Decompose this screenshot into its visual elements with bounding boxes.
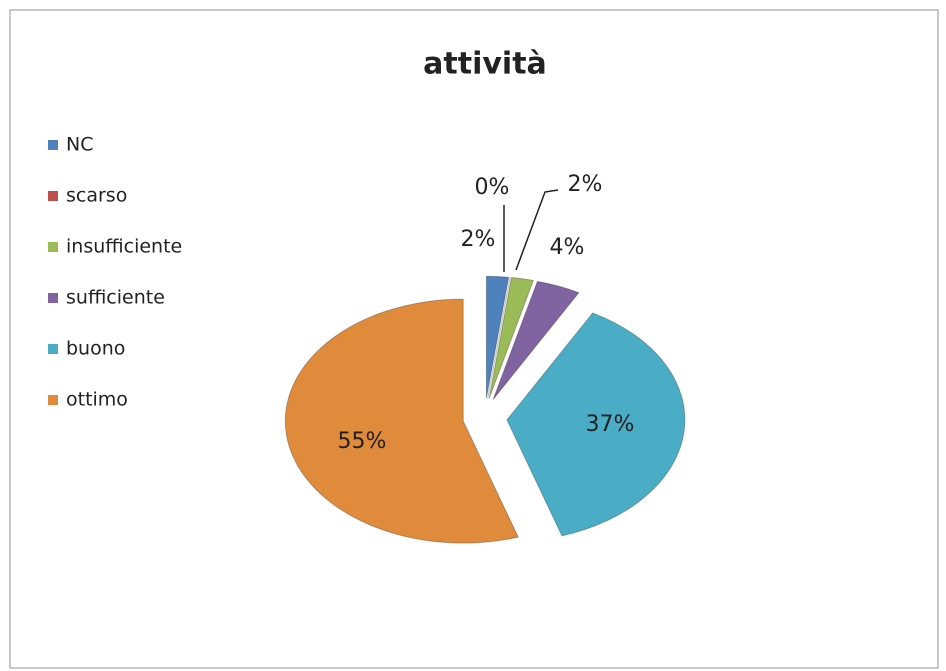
- legend-swatch: [48, 140, 58, 150]
- legend-swatch: [48, 242, 58, 252]
- leader-line: [515, 189, 559, 271]
- legend-swatch: [48, 395, 58, 405]
- legend-label: sufficiente: [66, 287, 165, 309]
- pie-slice: [485, 275, 510, 399]
- legend-label: insufficiente: [66, 236, 182, 258]
- data-label: 37%: [586, 412, 635, 437]
- data-label: 2%: [461, 227, 496, 252]
- pie-slice: [506, 312, 686, 537]
- legend-label: NC: [66, 134, 93, 156]
- data-label: 4%: [550, 235, 585, 260]
- legend-swatch: [48, 191, 58, 201]
- legend-label: ottimo: [66, 389, 128, 411]
- data-label: 55%: [338, 429, 387, 454]
- legend-swatch: [48, 344, 58, 354]
- legend-label: scarso: [66, 185, 127, 207]
- pie-slice: [488, 276, 535, 399]
- data-label: 2%: [568, 172, 603, 197]
- legend-label: buono: [66, 338, 125, 360]
- chart-title: attività: [423, 47, 547, 82]
- data-label: 0%: [475, 175, 510, 200]
- pie-slice: [284, 298, 519, 544]
- pie-slice: [492, 280, 580, 400]
- chart-frame: [9, 9, 939, 669]
- legend-swatch: [48, 293, 58, 303]
